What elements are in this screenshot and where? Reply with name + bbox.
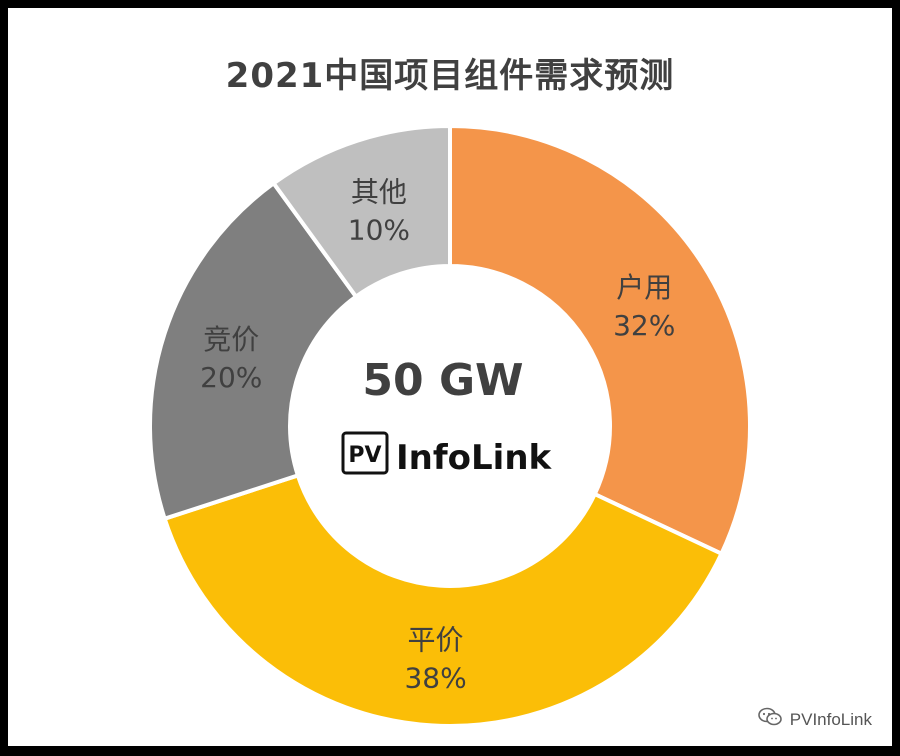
slice-value-3: 20% [200,361,262,394]
watermark: PVInfoLink [757,707,872,732]
watermark-text: PVInfoLink [789,709,872,729]
slice-1 [448,123,752,557]
logo-box [341,431,389,475]
slice-4 [270,123,452,300]
slice-value-2: 38% [404,662,466,695]
slice-label-1: 户用 [616,271,672,304]
slice-label-3: 竞价 [203,323,259,356]
center-total: 50 GW [362,355,523,406]
slice-label-4: 其他 [351,175,407,208]
logo-text: InfoLink [396,438,553,478]
wechat-icon [757,707,782,732]
infolink-logo: PV InfoLink [341,431,553,478]
slice-value-4: 10% [348,213,410,246]
slice-3 [148,180,359,522]
slice-2 [162,472,725,728]
chart-title: 2021中国项目组件需求预测 [225,56,675,96]
slice-value-1: 32% [613,309,675,342]
slice-label-2: 平价 [408,624,464,657]
logo-box-text: PV [348,443,381,468]
